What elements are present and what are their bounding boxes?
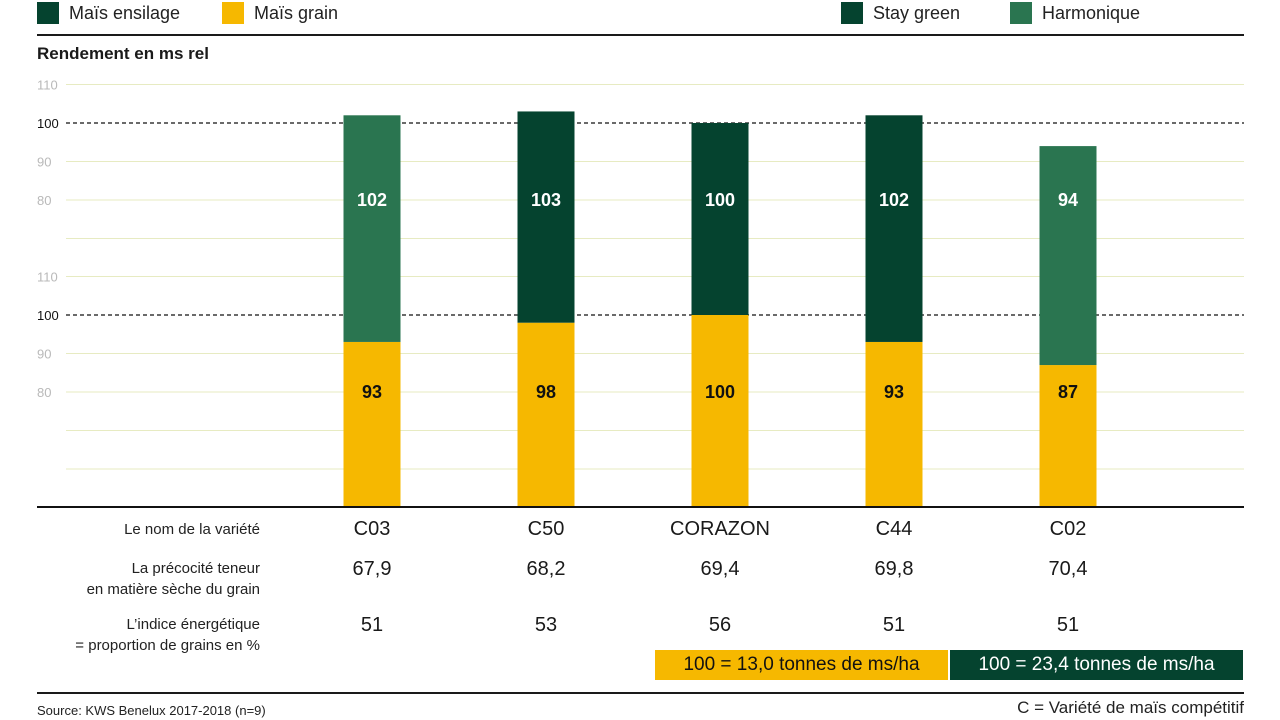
- grain-bar: [691, 315, 749, 507]
- table-cell: CORAZON: [670, 518, 770, 540]
- legend-label-mais-grain: Maïs grain: [254, 2, 339, 23]
- ensilage-value-label: 102: [357, 190, 387, 210]
- table-row-label: Le nom de la variété: [124, 519, 260, 540]
- ensilage-bar: [691, 123, 749, 315]
- grain-value-label: 100: [705, 382, 735, 402]
- ensilage-value-label: 103: [531, 190, 561, 210]
- table-cell: 56: [708, 614, 732, 636]
- upper-y-tick-label: 100: [37, 116, 59, 131]
- lower-y-tick-label: 90: [37, 347, 51, 362]
- table-row-label: L’indice énergétique = proportion de grai…: [75, 614, 260, 656]
- grain-value-label: 98: [536, 382, 556, 402]
- grain-basis-box: 100 = 13,0 tonnes de ms/ha: [655, 650, 948, 680]
- legend-label-stay-green: Stay green: [873, 2, 961, 23]
- competitor-note: C = Variété de maïs compétitif: [1017, 698, 1244, 717]
- ensilage-value-label: 100: [705, 190, 735, 210]
- lower-y-tick-label: 100: [37, 308, 59, 323]
- ensilage-bar: [517, 111, 575, 323]
- table-cell: C03: [353, 518, 391, 540]
- ensilage-bar: [343, 115, 401, 342]
- legend-swatch-mais-ensilage: [37, 2, 59, 24]
- table-cell: 67,9: [352, 558, 392, 580]
- ensilage-value-label: 102: [879, 190, 909, 210]
- table-cell: 51: [360, 614, 384, 636]
- table-row-label: La précocité teneur en matière sèche du g…: [87, 558, 260, 600]
- grain-bar: [517, 322, 575, 507]
- legend-swatch-mais-grain: [222, 2, 244, 24]
- table-row-label-line: Le nom de la variété: [124, 521, 260, 538]
- grain-value-label: 93: [362, 382, 382, 402]
- table-cell: 70,4: [1048, 558, 1088, 580]
- table-cell: 68,2: [526, 558, 566, 580]
- ensilage-bar: [1039, 146, 1097, 366]
- table-row-label-line: L’indice énergétique: [126, 616, 260, 633]
- legend-divider: [37, 34, 1244, 36]
- table-cell: C02: [1049, 518, 1087, 540]
- legend-item-mais-ensilage: Maïs ensilage: [37, 2, 180, 24]
- grain-value-label: 93: [884, 382, 904, 402]
- table-cell: C50: [527, 518, 565, 540]
- table-row-label-line: en matière sèche du grain: [86, 581, 260, 598]
- table-row-label-line: La précocité teneur: [131, 560, 260, 577]
- source-note: Source: KWS Benelux 2017-2018 (n=9): [37, 703, 266, 718]
- table-cell: C44: [875, 518, 913, 540]
- ensilage-value-label: 94: [1058, 190, 1078, 210]
- legend-label-harmonique: Harmonique: [1042, 2, 1141, 23]
- legend-label-mais-ensilage: Maïs ensilage: [69, 2, 181, 23]
- y-axis-label: Rendement en ms rel: [37, 44, 209, 63]
- lower-y-tick-label: 80: [37, 385, 51, 400]
- grain-value-label: 87: [1058, 382, 1078, 402]
- table-cell: 51: [882, 614, 906, 636]
- upper-y-tick-label: 80: [37, 193, 51, 208]
- grain-bar: [865, 341, 923, 507]
- ensilage-basis-text: 100 = 23,4 tonnes de ms/ha: [978, 654, 1215, 675]
- grain-basis-text: 100 = 13,0 tonnes de ms/ha: [683, 654, 920, 675]
- table-row-label-line: = proportion de grains en %: [75, 637, 260, 654]
- table-cell: 69,4: [700, 558, 740, 580]
- ensilage-basis-box: 100 = 23,4 tonnes de ms/ha: [950, 650, 1243, 680]
- lower-y-tick-label: 110: [37, 270, 58, 285]
- table-cell: 69,8: [874, 558, 914, 580]
- ensilage-bar: [865, 115, 923, 342]
- upper-y-tick-label: 110: [37, 78, 58, 93]
- legend-item-mais-grain: Maïs grain: [222, 2, 338, 24]
- legend-swatch-stay-green: [841, 2, 863, 24]
- grain-bar: [1039, 365, 1097, 507]
- legend-item-stay-green: Stay green: [841, 2, 960, 24]
- upper-y-tick-label: 90: [37, 155, 51, 170]
- legend-item-harmonique: Harmonique: [1010, 2, 1140, 24]
- table-cell: 51: [1056, 614, 1080, 636]
- grain-bar: [343, 341, 401, 507]
- legend-swatch-harmonique: [1010, 2, 1032, 24]
- footer-divider: [37, 692, 1244, 694]
- table-cell: 53: [534, 614, 558, 636]
